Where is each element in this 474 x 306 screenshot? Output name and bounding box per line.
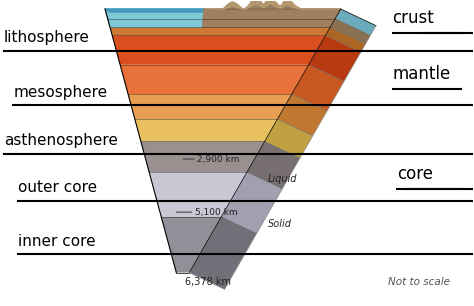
- Text: core: core: [397, 165, 433, 183]
- Polygon shape: [277, 94, 327, 136]
- Polygon shape: [105, 9, 204, 12]
- Polygon shape: [330, 19, 370, 44]
- Polygon shape: [105, 9, 341, 19]
- Text: crust: crust: [392, 9, 434, 27]
- Polygon shape: [335, 9, 376, 35]
- Polygon shape: [221, 172, 283, 233]
- Text: 5,100 km: 5,100 km: [195, 208, 237, 217]
- Polygon shape: [110, 27, 330, 35]
- Polygon shape: [141, 141, 264, 172]
- Polygon shape: [135, 119, 277, 141]
- Text: lithosphere: lithosphere: [4, 30, 90, 45]
- Polygon shape: [292, 65, 344, 111]
- Polygon shape: [161, 217, 221, 273]
- Polygon shape: [202, 9, 341, 27]
- Polygon shape: [120, 65, 309, 94]
- Text: 6,378 km: 6,378 km: [185, 277, 231, 287]
- Polygon shape: [326, 27, 365, 52]
- Text: mesosphere: mesosphere: [13, 85, 107, 100]
- Polygon shape: [128, 94, 292, 119]
- Text: Liquid: Liquid: [268, 174, 297, 184]
- Polygon shape: [264, 119, 313, 158]
- Polygon shape: [112, 35, 326, 65]
- Polygon shape: [105, 9, 204, 27]
- Polygon shape: [149, 172, 247, 217]
- Text: asthenosphere: asthenosphere: [4, 133, 118, 148]
- Text: inner core: inner core: [18, 233, 95, 248]
- Polygon shape: [189, 217, 256, 289]
- Text: mantle: mantle: [392, 65, 451, 83]
- Text: Not to scale: Not to scale: [388, 277, 450, 287]
- Text: Solid: Solid: [268, 219, 292, 229]
- Polygon shape: [108, 19, 335, 27]
- Polygon shape: [309, 35, 361, 81]
- Text: outer core: outer core: [18, 181, 97, 196]
- Text: 2,900 km: 2,900 km: [197, 155, 239, 164]
- Polygon shape: [247, 141, 300, 189]
